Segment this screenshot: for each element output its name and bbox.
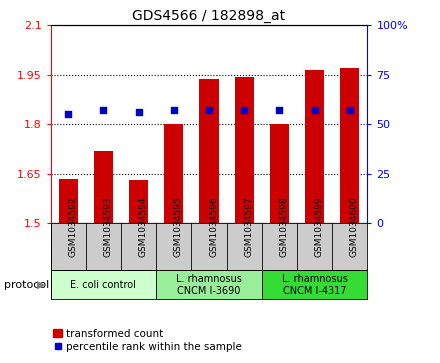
Bar: [59, 179, 78, 223]
Point: [135, 110, 142, 115]
Text: L. rhamnosus
CNCM I-3690: L. rhamnosus CNCM I-3690: [176, 274, 242, 296]
Text: GSM1034599: GSM1034599: [315, 197, 323, 257]
Title: GDS4566 / 182898_at: GDS4566 / 182898_at: [132, 9, 286, 23]
Text: L. rhamnosus
CNCM I-4317: L. rhamnosus CNCM I-4317: [282, 274, 348, 296]
Point: [170, 107, 177, 113]
Bar: [235, 77, 254, 223]
Bar: [51, 270, 156, 299]
Text: GSM1034592: GSM1034592: [68, 197, 77, 257]
Text: GSM1034595: GSM1034595: [174, 197, 183, 257]
Bar: [270, 125, 289, 223]
Text: protocol: protocol: [4, 280, 50, 290]
Bar: [262, 270, 367, 299]
Point: [276, 107, 283, 113]
Point: [311, 107, 318, 113]
Bar: [156, 270, 262, 299]
Text: GSM1034598: GSM1034598: [279, 197, 288, 257]
Point: [65, 111, 72, 117]
Bar: [164, 125, 183, 223]
Point: [100, 107, 107, 113]
Text: GSM1034594: GSM1034594: [139, 197, 147, 257]
Point: [346, 107, 353, 113]
Text: GSM1034600: GSM1034600: [350, 197, 359, 257]
Bar: [199, 79, 219, 223]
Legend: transformed count, percentile rank within the sample: transformed count, percentile rank withi…: [49, 325, 246, 356]
Bar: [94, 151, 113, 223]
Text: GSM1034596: GSM1034596: [209, 197, 218, 257]
Text: ▶: ▶: [37, 280, 45, 290]
Point: [241, 107, 248, 113]
Bar: [340, 68, 359, 223]
Text: GSM1034597: GSM1034597: [244, 197, 253, 257]
Text: GSM1034593: GSM1034593: [103, 197, 112, 257]
Text: E. coli control: E. coli control: [70, 280, 136, 290]
Bar: [305, 70, 324, 223]
Bar: [129, 180, 148, 223]
Point: [205, 107, 213, 113]
